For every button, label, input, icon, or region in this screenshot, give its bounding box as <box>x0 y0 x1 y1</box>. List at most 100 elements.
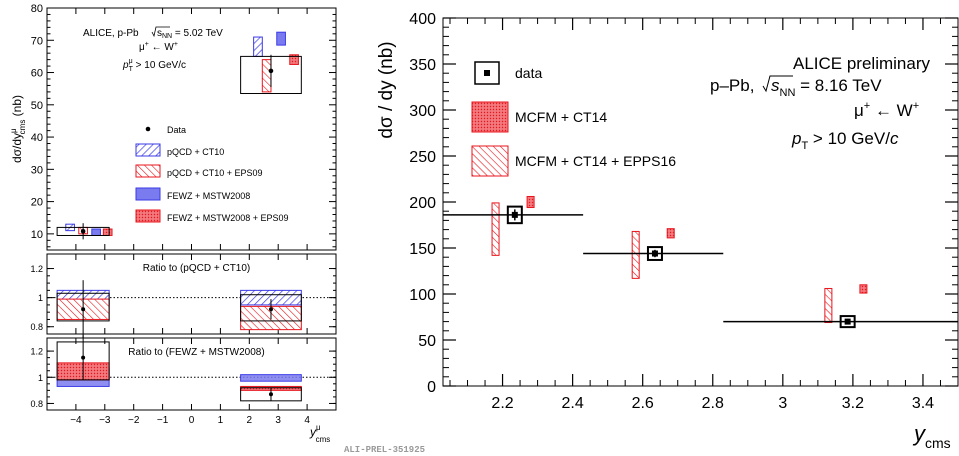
legend-swatch <box>135 143 161 157</box>
info-cut-sup: μ <box>129 58 133 65</box>
info-energy: = 8.16 TeV <box>795 76 882 95</box>
x-tick-label: 2.4 <box>562 395 584 412</box>
y-tick-label: 0 <box>427 379 436 396</box>
data-point <box>511 211 518 218</box>
info-process: μ+ ← W+ <box>854 100 919 120</box>
x-tick-label: 3.4 <box>912 395 934 412</box>
y-tick-label: 1.2 <box>30 264 43 274</box>
x-tick-label: 2 <box>247 415 253 426</box>
y-tick-label: 70 <box>31 35 43 47</box>
info-line-1: ALICE preliminary <box>793 54 930 73</box>
model-box <box>102 228 113 236</box>
x-axis-label: ycms <box>912 421 951 451</box>
data-point <box>80 228 86 234</box>
info-sqrt-sub: NN <box>162 33 172 40</box>
y-tick-label: 350 <box>409 57 436 74</box>
legend-swatch <box>471 101 509 133</box>
model-box <box>276 31 286 46</box>
info-energy: = 5.02 TeV <box>172 28 223 39</box>
model-box <box>526 195 535 209</box>
x-tick-label: 3.2 <box>842 395 864 412</box>
legend-marker-data <box>484 70 490 76</box>
y-tick-label: 50 <box>31 100 43 112</box>
x-label-sup: μ <box>316 423 321 432</box>
data-point <box>268 68 274 74</box>
info-arrow-sup: + <box>174 41 178 48</box>
left-ratio-pqcd-panel: 0.8 1 1.2 Ratio to (pQCD + CT10) <box>30 253 337 339</box>
info-process-sup: + <box>864 100 870 112</box>
legend-label-1: pQCD + CT10 <box>167 147 224 157</box>
legend-swatch <box>135 164 161 178</box>
y-tick-label: 30 <box>31 164 43 176</box>
ratio-point <box>81 355 86 360</box>
data-sys-box <box>646 246 663 261</box>
model-box <box>491 202 500 256</box>
ratio-band <box>240 374 302 382</box>
right-cross-section-panel: 0 50 100 150 200 250 300 350 400 2.2 2.4 2.6 2.8 3 3.2… <box>376 11 959 451</box>
ratio-point <box>81 307 86 312</box>
y-tick-label: 50 <box>418 333 436 350</box>
x-label-base: y <box>309 425 317 439</box>
ratio-point <box>268 307 273 312</box>
x-tick-label: 1 <box>218 415 224 426</box>
y-label-sub: cms <box>18 120 27 135</box>
info-line-2: p–Pb, <box>710 76 754 95</box>
sqrt-symbol <box>151 26 170 38</box>
info-cut-value: > 10 GeV/c <box>133 60 186 71</box>
y-tick-label: 60 <box>31 68 43 80</box>
y-tick-label: 400 <box>409 11 436 28</box>
y-tick-label: 1.2 <box>30 347 43 357</box>
ratio-point <box>268 392 273 397</box>
info-sqrt: sNN = 5.02 TeV <box>157 28 223 40</box>
model-box <box>631 230 640 279</box>
data-point <box>844 318 851 325</box>
y-axis-label: dσ/dyμcms (nb) <box>9 95 27 163</box>
x-tick-label: 3 <box>778 395 787 412</box>
sqrt-symbol <box>762 75 793 93</box>
y-tick-label: 40 <box>31 132 43 144</box>
y-tick-label: 250 <box>409 149 436 166</box>
model-box <box>253 36 263 57</box>
data-sys-box <box>506 205 523 225</box>
y-tick-label: 10 <box>31 229 43 241</box>
y-tick-label: 300 <box>409 103 436 120</box>
info-arrow: ← W <box>870 101 913 120</box>
legend-swatch <box>135 209 161 223</box>
y-tick-label: 1 <box>38 293 43 303</box>
y-tick-label: 150 <box>409 241 436 258</box>
model-box <box>859 284 868 294</box>
info-sqrt-sub: NN <box>780 87 796 99</box>
ratio-title: Ratio to (pQCD + CT10) <box>143 263 251 274</box>
legend-label-2: MCFM + CT14 + EPPS16 <box>515 153 676 169</box>
legend-label-0: data <box>515 65 542 81</box>
legend-label-1: MCFM + CT14 <box>515 109 607 125</box>
x-axis-label: yμ cms <box>309 423 330 444</box>
info-cut: pT > 10 GeV/c <box>791 129 899 152</box>
left-ratio-fewz-panel: 0.8 1 1.2 Ratio to (FEWZ + MSTW2008) −4 −3 −2 −… <box>30 335 337 444</box>
y-label-sup: μ <box>9 128 18 133</box>
x-label-sub: cms <box>925 435 951 451</box>
info-process-sup: + <box>145 41 149 48</box>
y-tick-label: 1 <box>38 373 43 383</box>
x-tick-label: −4 <box>70 415 82 426</box>
info-line-1: ALICE, p-Pb <box>83 28 139 39</box>
legend-label-3: FEWZ + MSTW2008 <box>167 191 250 201</box>
info-sqrt: sNN = 8.16 TeV <box>771 76 882 99</box>
ratio-title: Ratio to (FEWZ + MSTW2008) <box>128 347 264 358</box>
data-sys-box <box>839 315 856 329</box>
y-tick-label: 0.8 <box>30 399 43 409</box>
info-cut-value: > 10 GeV/ <box>808 129 890 148</box>
model-box <box>666 228 675 239</box>
model-box <box>289 54 299 65</box>
x-label-sub: cms <box>316 435 331 444</box>
y-tick-label: 200 <box>409 195 436 212</box>
x-tick-label: −1 <box>157 415 169 426</box>
y-label-base: dσ/dy <box>10 133 24 163</box>
info-cut-sub: T <box>129 66 134 73</box>
x-tick-label: 2.6 <box>632 395 654 412</box>
model-box <box>261 59 272 93</box>
legend-label-2: pQCD + CT10 + EPS09 <box>167 168 263 178</box>
info-cut-sub: T <box>801 140 808 152</box>
legend-label-0: Data <box>167 125 186 135</box>
